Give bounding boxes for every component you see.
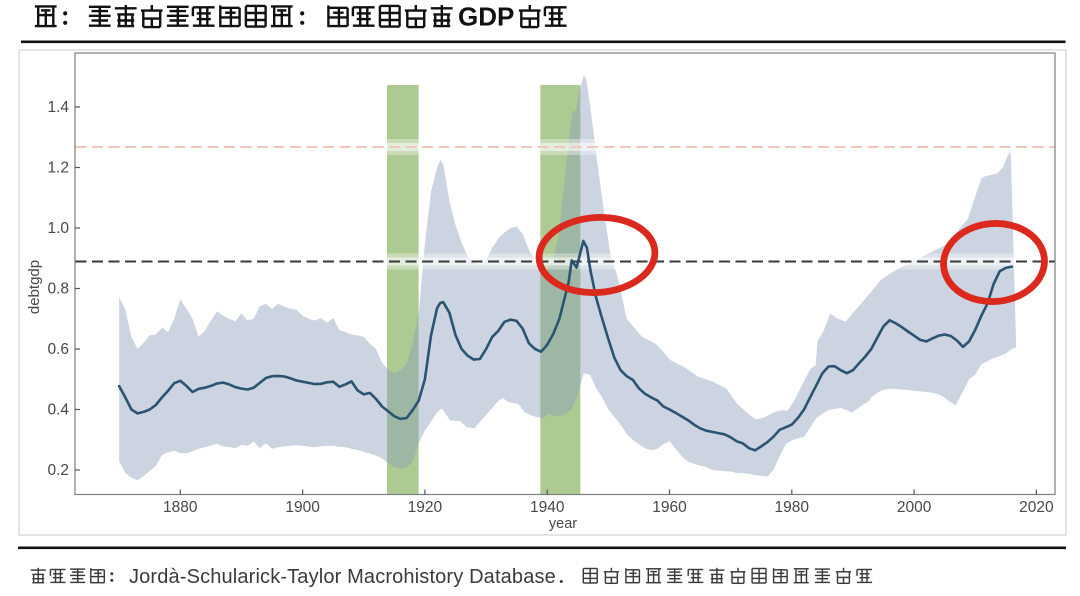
svg-text:GDP: GDP [458, 2, 514, 32]
svg-text:1.0: 1.0 [47, 220, 69, 237]
svg-text:1880: 1880 [163, 499, 198, 516]
svg-text:0.2: 0.2 [47, 462, 69, 479]
svg-text:0.6: 0.6 [47, 341, 69, 358]
svg-text:0.8: 0.8 [47, 281, 69, 298]
svg-text:2000: 2000 [897, 499, 932, 516]
svg-text:1960: 1960 [652, 499, 687, 516]
svg-text:year: year [549, 516, 577, 532]
svg-text:1940: 1940 [530, 499, 565, 516]
svg-text:1980: 1980 [775, 499, 810, 516]
svg-text:0.4: 0.4 [47, 402, 69, 419]
svg-text:1900: 1900 [285, 499, 320, 516]
svg-text:1920: 1920 [408, 499, 443, 516]
svg-text:1.2: 1.2 [47, 160, 69, 177]
svg-text:Jordà-Schularick-Taylor Macroh: Jordà-Schularick-Taylor Macrohistory Dat… [129, 566, 556, 588]
svg-text:debtgdp: debtgdp [26, 260, 43, 314]
svg-text:2020: 2020 [1019, 499, 1054, 516]
svg-text:1.4: 1.4 [47, 99, 69, 116]
